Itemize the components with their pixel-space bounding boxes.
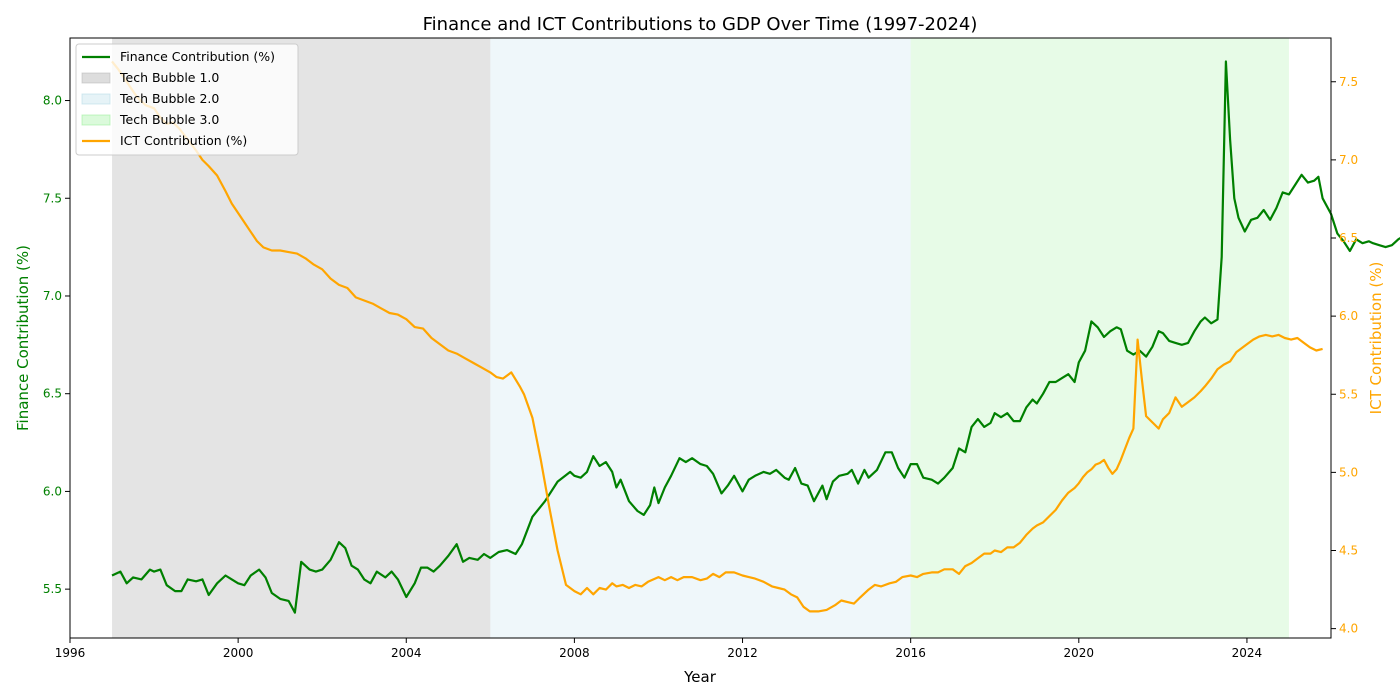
legend-entry-tech-bubble-2: Tech Bubble 2.0 [81,91,219,106]
x-tick-label: 2016 [895,646,926,660]
x-tick-label: 2008 [559,646,590,660]
y-left-tick-label: 7.5 [43,191,62,205]
y-right-axis: 4.0 4.5 5.0 5.5 6.0 6.5 7.0 7.5 [1331,75,1358,636]
legend: Finance Contribution (%) Tech Bubble 1.0 T… [75,43,299,156]
legend-label: Tech Bubble 2.0 [119,91,219,106]
y-right-tick-label: 5.0 [1339,465,1358,479]
x-tick-label: 2012 [727,646,758,660]
x-axis: 1996 2000 2004 2008 2012 2016 2020 2024 [55,638,1262,660]
y-right-axis-label: ICT Contribution (%) [1367,262,1385,415]
ict-series-line [111,60,1323,613]
legend-patch-swatch [81,114,111,126]
series-layer [111,60,1400,614]
legend-label: ICT Contribution (%) [120,133,247,148]
plot-frame [69,37,1332,639]
x-tick-label: 2024 [1232,646,1263,660]
y-left-axis: 5.5 6.0 6.5 7.0 7.5 8.0 [43,94,70,596]
chart-title: Finance and ICT Contributions to GDP Ove… [423,14,978,35]
y-right-tick-label: 4.5 [1339,544,1358,558]
legend-entry-ict: ICT Contribution (%) [82,133,247,148]
legend-entry-tech-bubble-3: Tech Bubble 3.0 [81,112,219,127]
x-tick-label: 1996 [55,646,86,660]
legend-patch-swatch [81,72,111,84]
legend-box [75,43,299,156]
legend-entry-finance: Finance Contribution (%) [82,49,275,64]
legend-label: Tech Bubble 3.0 [119,112,219,127]
legend-label: Finance Contribution (%) [120,49,275,64]
y-right-tick-label: 6.5 [1339,231,1358,245]
y-left-tick-label: 6.5 [43,387,62,401]
legend-label: Tech Bubble 1.0 [119,70,219,85]
y-right-tick-label: 6.0 [1339,309,1358,323]
x-tick-label: 2020 [1064,646,1095,660]
band-2 [490,38,911,638]
x-axis-label: Year [683,668,717,686]
y-left-tick-label: 5.5 [43,582,62,596]
y-right-tick-label: 7.0 [1339,153,1358,167]
y-right-tick-label: 4.0 [1339,622,1358,636]
y-left-axis-label: Finance Contribution (%) [14,245,32,431]
y-left-tick-label: 7.0 [43,289,62,303]
band-3 [910,38,1289,638]
x-tick-label: 2004 [391,646,422,660]
finance-series-line [111,60,1400,614]
y-right-tick-label: 5.5 [1339,387,1358,401]
tech-bubble-bands [112,38,1289,638]
y-left-tick-label: 8.0 [43,94,62,108]
y-right-tick-label: 7.5 [1339,75,1358,89]
legend-patch-swatch [81,93,111,105]
x-tick-label: 2000 [223,646,254,660]
y-left-tick-label: 6.0 [43,484,62,498]
legend-entry-tech-bubble-1: Tech Bubble 1.0 [81,70,219,85]
